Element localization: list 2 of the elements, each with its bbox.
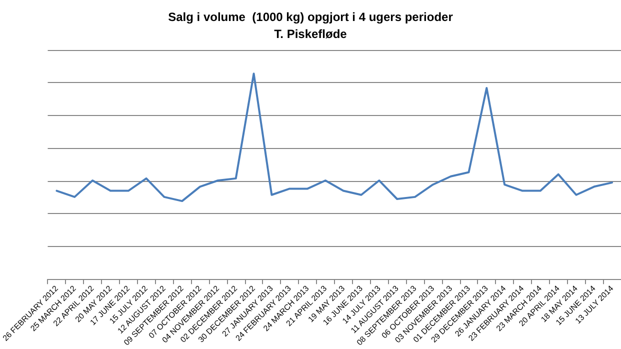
chart-subtitle: T. Piskefløde xyxy=(274,27,348,41)
chart-title: Salg i volume (1000 kg) opgjort i 4 ugers perioder xyxy=(168,10,454,24)
